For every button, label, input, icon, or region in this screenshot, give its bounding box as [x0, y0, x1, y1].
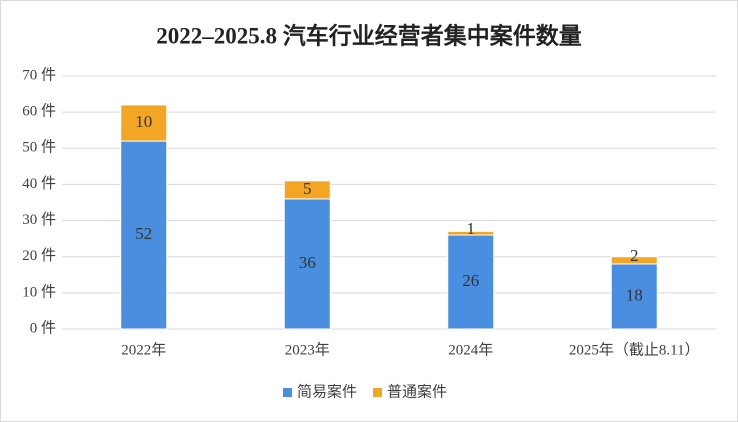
- y-tick-label: 10 件: [22, 283, 56, 300]
- y-tick-label: 30 件: [22, 211, 56, 228]
- y-tick-label: 40 件: [22, 175, 56, 192]
- bar-segment: [283, 180, 331, 200]
- bar-segment: [283, 198, 331, 330]
- y-tick-label: 0 件: [30, 319, 56, 336]
- data-label: 18: [626, 285, 643, 304]
- data-label: 1: [467, 219, 476, 238]
- x-tick-label: 2023年: [285, 341, 330, 358]
- y-tick-label: 70 件: [22, 66, 56, 83]
- bar-segment: [120, 104, 168, 142]
- data-label: 36: [299, 253, 316, 272]
- legend-label: 普通案件: [387, 382, 447, 400]
- y-tick-label: 50 件: [22, 139, 56, 156]
- chart-title: 2022–2025.8 汽车行业经营者集中案件数量: [156, 22, 582, 48]
- bar-segment: [447, 230, 495, 236]
- x-tick-label: 2025年（截止8.11）: [569, 341, 700, 358]
- bar-segment: [447, 234, 495, 330]
- legend-swatch: [283, 388, 292, 397]
- legend-label: 简易案件: [297, 382, 357, 400]
- data-label: 52: [135, 224, 152, 243]
- bar-segment: [120, 140, 168, 330]
- data-label: 5: [303, 179, 312, 198]
- y-tick-label: 60 件: [22, 103, 56, 120]
- bar-segment: [610, 256, 658, 265]
- data-label: 10: [135, 112, 152, 131]
- x-tick-label: 2022年: [121, 341, 166, 358]
- data-label: 2: [630, 246, 639, 265]
- bar-segment: [610, 263, 658, 330]
- legend-swatch: [373, 388, 382, 397]
- y-tick-label: 20 件: [22, 247, 56, 264]
- data-label: 26: [462, 271, 479, 290]
- x-tick-label: 2024年: [448, 341, 493, 358]
